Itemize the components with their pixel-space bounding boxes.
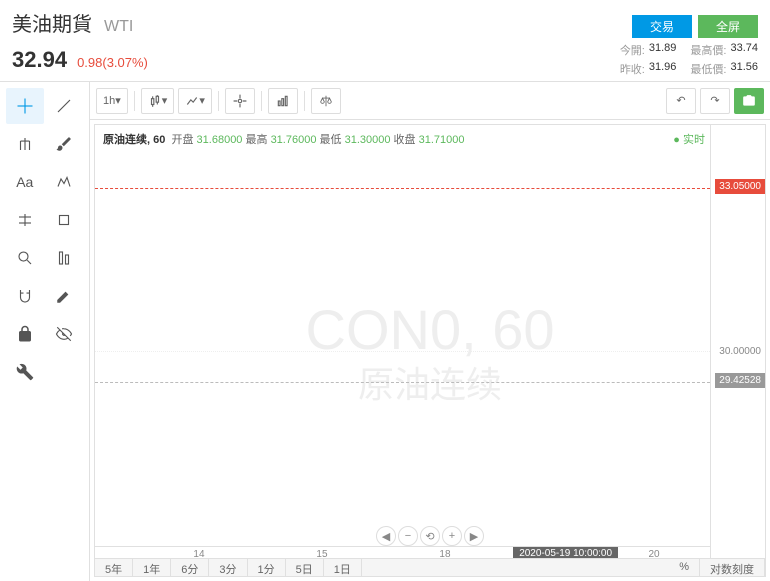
instrument-symbol: WTI bbox=[104, 18, 133, 36]
zoom-out-button[interactable]: − bbox=[398, 526, 418, 546]
timeframe-1日[interactable]: 1日 bbox=[324, 559, 362, 576]
last-price: 32.94 bbox=[12, 47, 67, 73]
zoom-tool[interactable] bbox=[6, 240, 44, 276]
timeframe-bar: 5年1年6分3分1分5日1日 % 对数刻度 bbox=[95, 558, 765, 576]
measure-tool[interactable] bbox=[46, 240, 84, 276]
timeframe-5日[interactable]: 5日 bbox=[286, 559, 324, 576]
current-price-badge: 33.05000 bbox=[715, 179, 765, 194]
indicators-button[interactable] bbox=[225, 88, 255, 114]
timeframe-1年[interactable]: 1年 bbox=[133, 559, 171, 576]
timeframe-1分[interactable]: 1分 bbox=[248, 559, 286, 576]
undo-button[interactable]: ↶ bbox=[666, 88, 696, 114]
text-tool[interactable]: Aa bbox=[6, 164, 44, 200]
trendline-tool[interactable] bbox=[46, 88, 84, 124]
settings-tool[interactable] bbox=[6, 354, 44, 390]
crosshair-tool[interactable] bbox=[6, 88, 44, 124]
header: 美油期貨 WTI 交易 全屏 32.94 0.98(3.07%) 今開:31.8… bbox=[0, 0, 770, 81]
instrument-title: 美油期貨 bbox=[12, 8, 92, 37]
hide-tool[interactable] bbox=[46, 316, 84, 352]
interval-selector[interactable]: 1h ▾ bbox=[96, 88, 128, 114]
nav-left-button[interactable]: ◀ bbox=[376, 526, 396, 546]
financials-button[interactable] bbox=[268, 88, 298, 114]
log-scale-toggle[interactable]: 对数刻度 bbox=[700, 559, 765, 576]
chart-label: 原油连续, 60 开盘 31.68000 最高 31.76000 最低 31.3… bbox=[103, 131, 464, 147]
timeframe-5年[interactable]: 5年 bbox=[95, 559, 133, 576]
pattern-tool[interactable] bbox=[46, 164, 84, 200]
timeframe-3分[interactable]: 3分 bbox=[209, 559, 247, 576]
balance-button[interactable] bbox=[311, 88, 341, 114]
price-change: 0.98(3.07%) bbox=[77, 55, 148, 70]
lock-tool[interactable] bbox=[6, 316, 44, 352]
ohlc-stats: 今開:31.89 昨收:31.96 最高價:33.74 最低價:31.56 bbox=[620, 42, 758, 77]
draw-tool[interactable] bbox=[46, 278, 84, 314]
redo-button[interactable]: ↷ bbox=[700, 88, 730, 114]
percent-toggle[interactable]: % bbox=[669, 559, 700, 576]
fullscreen-button[interactable]: 全屏 bbox=[698, 15, 758, 38]
chart-nav-controls: ◀ − ⟲ + ▶ bbox=[376, 526, 484, 546]
candle-style-button[interactable]: ▾ bbox=[141, 88, 175, 114]
shape-tool[interactable] bbox=[46, 202, 84, 238]
snapshot-button[interactable] bbox=[734, 88, 764, 114]
pitchfork-tool[interactable] bbox=[6, 126, 44, 162]
y-axis[interactable]: 33.05000 30.00000 29.42528 bbox=[710, 125, 765, 576]
brush-tool[interactable] bbox=[46, 126, 84, 162]
reset-button[interactable]: ⟲ bbox=[420, 526, 440, 546]
chart-canvas[interactable]: 原油连续, 60 开盘 31.68000 最高 31.76000 最低 31.3… bbox=[94, 124, 766, 577]
realtime-badge: ● 实时 bbox=[673, 131, 705, 147]
nav-right-button[interactable]: ▶ bbox=[464, 526, 484, 546]
chart-toolbar: 1h ▾ ▾ ▾ ↶ ↷ bbox=[90, 82, 770, 120]
compare-button[interactable]: ▾ bbox=[178, 88, 212, 114]
magnet-tool[interactable] bbox=[6, 278, 44, 314]
ref-price-badge: 29.42528 bbox=[715, 373, 765, 388]
trade-button[interactable]: 交易 bbox=[632, 15, 692, 38]
drawing-tools-sidebar: Aa bbox=[0, 82, 90, 581]
position-tool[interactable] bbox=[6, 202, 44, 238]
timeframe-6分[interactable]: 6分 bbox=[171, 559, 209, 576]
zoom-in-button[interactable]: + bbox=[442, 526, 462, 546]
